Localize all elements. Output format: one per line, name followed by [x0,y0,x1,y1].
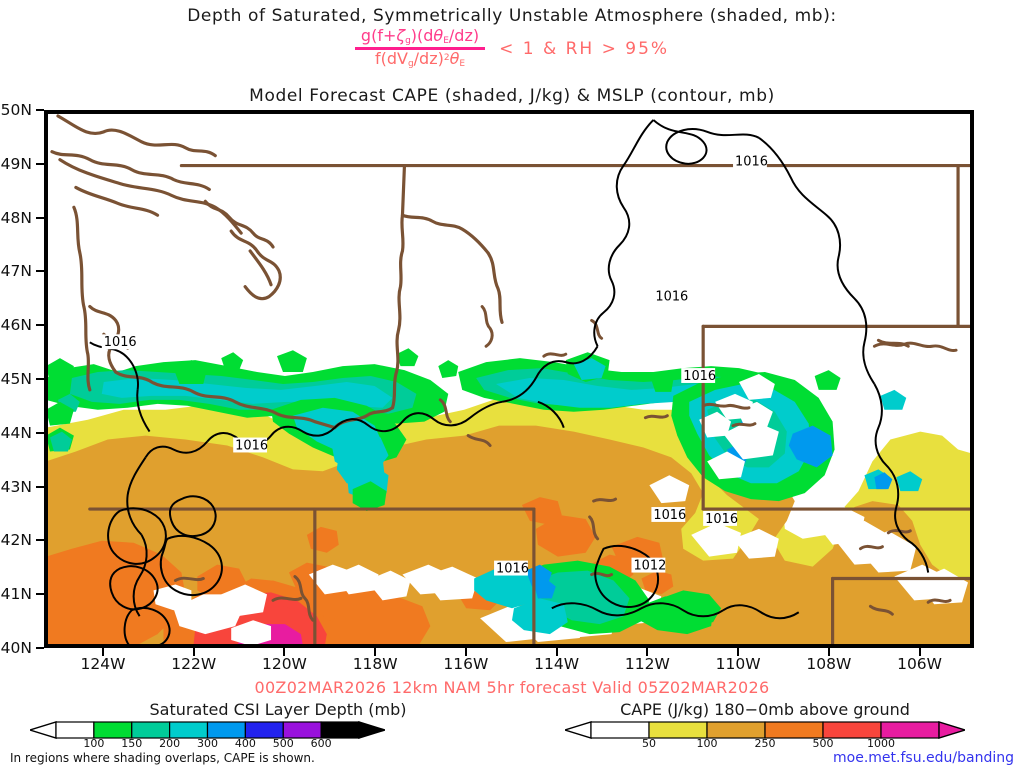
svg-text:1016: 1016 [235,438,268,453]
colorbar-tick-label: 200 [159,737,181,750]
svg-text:1016: 1016 [496,562,529,577]
contour-label: 1016 [101,334,137,350]
contour-label: 1016 [651,507,686,523]
lat-tick-label: 46N [0,316,32,335]
lon-tick-mark [101,648,104,656]
forecast-map[interactable]: 1016 1016 1016 1016 1016 1016 1016 1012 … [44,110,974,648]
lat-tick-label: 48N [0,208,32,227]
lon-tick-mark [918,648,921,656]
colorbar-tick-label: 500 [812,737,834,750]
svg-text:1016: 1016 [683,369,716,384]
lon-tick-label: 112W [624,655,670,673]
subtitle-cape-mslp: Model Forecast CAPE (shaded, J/kg) & MSL… [249,86,775,106]
lon-tick-mark [192,648,195,656]
colorbar-tick-label: 100 [696,737,718,750]
svg-text:1016: 1016 [705,512,738,527]
overlap-note: In regions where shading overlaps, CAPE … [10,751,315,765]
lon-tick-label: 122W [171,655,217,673]
formula-fraction: g(f+ζg)(dθE/dz) f(dVg/dz)2θE [354,26,486,70]
svg-text:1016: 1016 [735,155,768,170]
lon-tick-mark [374,648,377,656]
formula-denominator: f(dVg/dz)2θE [374,49,466,70]
svg-text:1012: 1012 [633,559,666,574]
lat-tick-label: 42N [0,531,32,550]
formula-condition: < 1 & RH > 95% [499,38,670,59]
lat-tick-mark [36,593,44,596]
mslp-contour-labels: 1016 1016 1016 1016 1016 1016 1016 1012 … [101,153,768,577]
lat-tick-mark [36,539,44,542]
lat-tick-mark [36,216,44,219]
colorbar-tick-label: 500 [272,737,294,750]
lat-tick-label: 41N [0,585,32,604]
lon-tick-mark [646,648,649,656]
colorbar-csi[interactable] [30,721,385,739]
contour-label: 1016 [703,511,738,527]
lat-tick-label: 40N [0,639,32,657]
lon-tick-mark [283,648,286,656]
colorbar-tick-label: 1000 [867,737,895,750]
colorbar-tick-label: 250 [754,737,776,750]
svg-text:1016: 1016 [104,335,137,350]
svg-text:1016: 1016 [653,508,686,523]
latitude-axis: 50N 49N 48N 47N 46N 45N 44N 43N 42N 41N 40N [0,101,40,657]
lon-tick-label: 120W [261,655,307,673]
formula-fraction-bar [354,47,486,51]
formula-numerator: g(f+ζg)(dθE/dz) [360,26,480,46]
forecast-valid-line: 00Z02MAR2026 12km NAM 5hr forecast Valid… [254,678,770,697]
colorbar-tick-label: 600 [310,737,332,750]
colorbar-ticks-csi: 100 150 200 300 400 500 600 [30,737,385,751]
lon-tick-label: 106W [897,655,943,673]
svg-text:1016: 1016 [655,290,688,305]
credit-link[interactable]: moe.met.fsu.edu/banding [833,750,1014,766]
contour-label: 1012 [631,557,666,574]
contour-label: 1016 [733,153,768,170]
map-canvas: 1016 1016 1016 1016 1016 1016 1016 1012 … [46,112,972,646]
colorbar-tick-label: 150 [121,737,143,750]
lat-tick-label: 43N [0,477,32,496]
lon-tick-mark [737,648,740,656]
page-title: Depth of Saturated, Symmetrically Unstab… [187,6,837,26]
lon-tick-label: 118W [352,655,398,673]
contour-label: 1016 [653,288,688,305]
colorbar-tick-label: 50 [642,737,656,750]
colorbar-title-csi: Saturated CSI Layer Depth (mb) [149,700,407,719]
lat-tick-label: 44N [0,423,32,442]
lon-tick-label: 110W [715,655,761,673]
csi-shading-layer [46,348,923,635]
contour-label: 1016 [233,437,268,453]
lon-tick-label: 114W [534,655,580,673]
mslp-contours [89,119,930,646]
lat-tick-label: 47N [0,262,32,281]
contour-label: 1016 [494,560,529,577]
lat-tick-label: 45N [0,370,32,388]
longitude-axis: 124W 122W 120W 118W 116W 114W 112W 110W 108W 106W [0,655,1024,677]
lat-tick-mark [36,162,44,165]
lat-tick-label: 49N [0,154,32,173]
lat-tick-mark [36,431,44,434]
lon-tick-mark [555,648,558,656]
colorbar-ticks-cape: 50 100 250 500 1000 [565,737,965,751]
csi-criterion-formula: g(f+ζg)(dθE/dz) f(dVg/dz)2θE < 1 & RH > … [0,26,1024,70]
state-borders [50,114,972,646]
lat-tick-label: 50N [0,101,32,119]
lat-tick-mark [36,270,44,273]
lon-tick-label: 124W [80,655,126,673]
lon-tick-mark [464,648,467,656]
lon-tick-label: 116W [443,655,489,673]
lon-tick-label: 108W [806,655,852,673]
lon-tick-mark [827,648,830,656]
colorbar-cape[interactable] [565,721,965,739]
contour-label: 1016 [681,368,716,384]
lat-tick-mark [36,378,44,380]
lat-tick-mark [36,647,44,649]
colorbar-title-cape: CAPE (J/kg) 180−0mb above ground [620,700,910,719]
colorbar-tick-label: 300 [197,737,218,750]
colorbar-tick-label: 100 [83,737,105,750]
lat-tick-mark [36,109,44,111]
colorbar-tick-label: 400 [234,737,256,750]
lat-tick-mark [36,485,44,488]
lat-tick-mark [36,324,44,327]
